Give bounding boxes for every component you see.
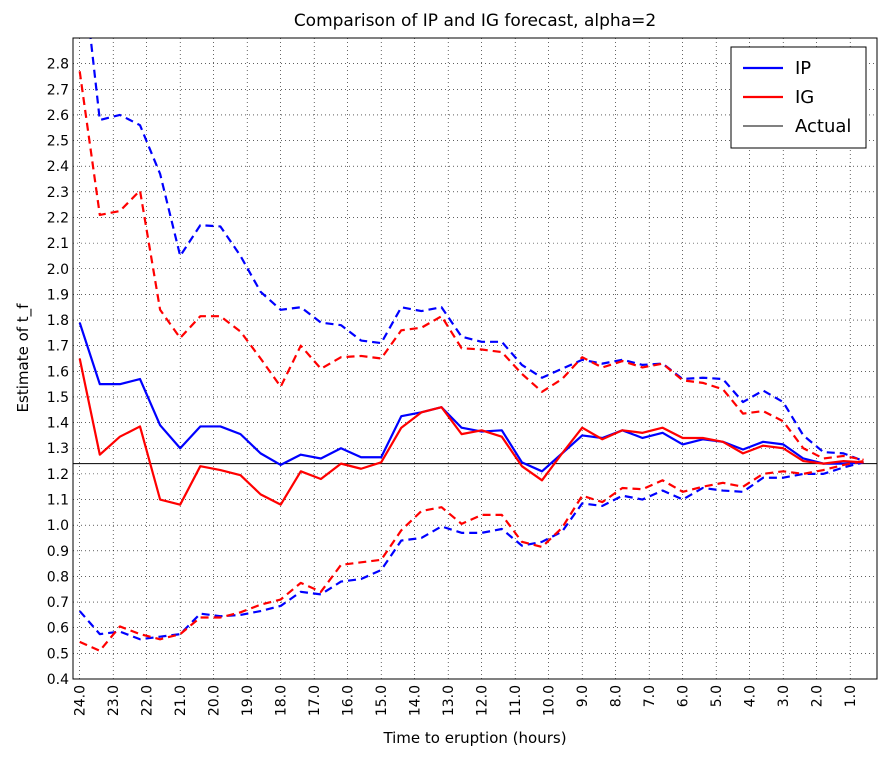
legend-label: Actual <box>795 116 851 137</box>
y-tick-label: 2.1 <box>47 236 69 252</box>
y-tick-label: 1.6 <box>47 364 69 380</box>
y-tick-label: 1.5 <box>47 390 69 406</box>
y-tick-label: 0.5 <box>47 646 69 662</box>
line <box>89 38 864 463</box>
y-tick-label: 1.1 <box>47 493 69 509</box>
x-tick-label: 2.0 <box>810 685 826 707</box>
y-tick-label: 0.7 <box>47 595 69 611</box>
line <box>78 322 864 473</box>
y-tick-label: 2.4 <box>47 159 69 175</box>
y-tick-label: 1.8 <box>47 313 69 329</box>
plot-frame <box>72 37 878 680</box>
x-tick-label: 19.0 <box>240 685 256 716</box>
y-tick-label: 1.3 <box>47 441 69 457</box>
x-tick-label: 1.0 <box>843 685 859 707</box>
x-tick-label: 9.0 <box>575 685 591 707</box>
x-tick-label: 6.0 <box>676 685 692 707</box>
y-tick-label: 0.6 <box>47 621 69 637</box>
line <box>79 459 864 652</box>
line <box>78 461 864 641</box>
y-axis-label: Estimate of t_f <box>14 303 33 413</box>
y-tick-label: 1.9 <box>47 287 69 303</box>
x-tick-label: 10.0 <box>542 685 558 716</box>
y-tick-label: 0.4 <box>47 672 69 688</box>
x-tick-label: 24.0 <box>73 685 89 716</box>
x-tick-label: 5.0 <box>709 685 725 707</box>
y-tick-label: 2.8 <box>47 57 69 73</box>
x-tick-label: 7.0 <box>642 685 658 707</box>
x-tick-label: 13.0 <box>441 685 457 716</box>
x-tick-label: 11.0 <box>508 685 524 716</box>
y-tick-label: 2.2 <box>47 210 69 226</box>
y-tick-label: 1.7 <box>47 339 69 355</box>
x-tick-label: 17.0 <box>307 685 323 716</box>
x-tick-label: 18.0 <box>274 685 290 716</box>
x-tick-label: 8.0 <box>609 685 625 707</box>
y-tick-label: 2.7 <box>47 82 69 98</box>
x-axis-label: Time to eruption (hours) <box>382 729 566 747</box>
x-tick-label: 12.0 <box>475 685 491 716</box>
x-tick-label: 4.0 <box>743 685 759 707</box>
legend-label: IP <box>795 58 811 79</box>
line <box>78 71 864 461</box>
x-tick-label: 21.0 <box>173 685 189 716</box>
y-tick-label: 2.5 <box>47 134 69 150</box>
x-tick-label: 16.0 <box>341 685 357 716</box>
y-tick-label: 2.6 <box>47 108 69 124</box>
y-tick-label: 0.8 <box>47 569 69 585</box>
y-tick-label: 2.3 <box>47 185 69 201</box>
y-tick-label: 0.9 <box>47 544 69 560</box>
plot-area <box>73 38 877 652</box>
line <box>78 358 864 506</box>
x-tick-label: 20.0 <box>207 685 223 716</box>
y-tick-label: 1.0 <box>47 518 69 534</box>
y-tick-label: 1.4 <box>47 416 69 432</box>
x-tick-label: 22.0 <box>140 685 156 716</box>
x-tick-label: 3.0 <box>776 685 792 707</box>
x-tick-label: 14.0 <box>408 685 424 716</box>
x-tick-label: 23.0 <box>106 685 122 716</box>
legend-label: IG <box>795 87 814 108</box>
y-tick-label: 1.2 <box>47 467 69 483</box>
x-tick-label: 15.0 <box>374 685 390 716</box>
chart-title: Comparison of IP and IG forecast, alpha=… <box>294 11 656 31</box>
y-tick-label: 2.0 <box>47 262 69 278</box>
